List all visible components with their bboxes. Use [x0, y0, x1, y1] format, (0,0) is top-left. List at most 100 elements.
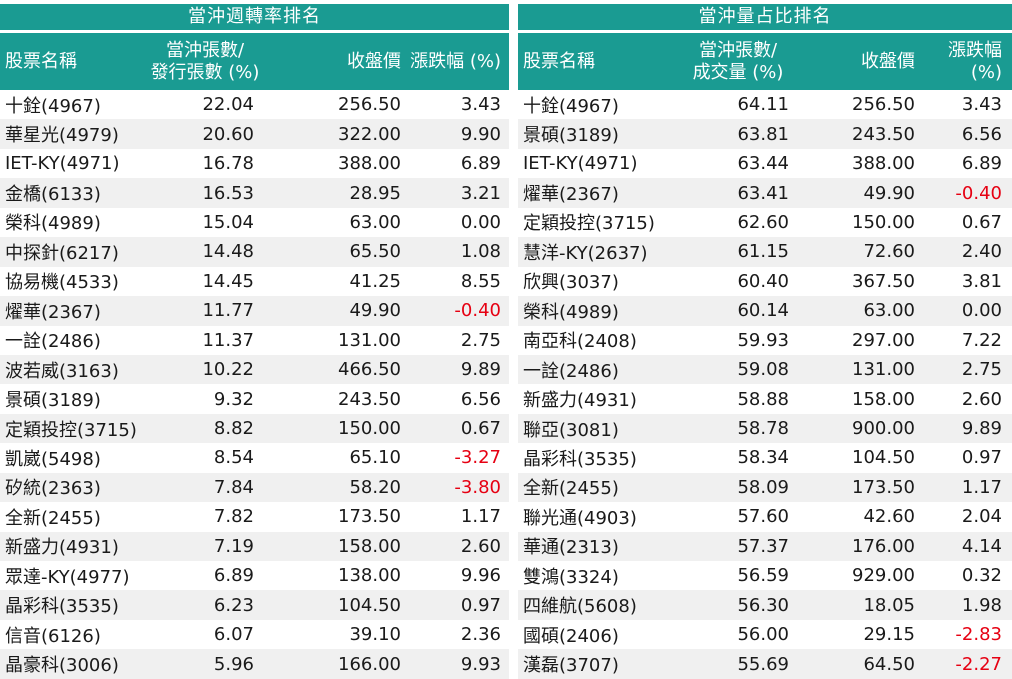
table-row: 華通(2313) 57.37 176.00 4.14 [518, 531, 1012, 561]
table-row: 新盛力(4931) 7.19 158.00 2.60 [0, 531, 509, 561]
table-row: 波若威(3163) 10.22 466.50 9.89 [0, 354, 509, 385]
cell-close-price: 104.50 [338, 594, 401, 616]
cell-stock-name: 欣興(3037) [523, 272, 619, 294]
cell-ratio: 7.19 [213, 535, 254, 557]
cell-stock-name: 晶豪科(3006) [5, 655, 119, 677]
cell-stock-name: 華星光(4979) [5, 125, 119, 147]
cell-ratio: 7.84 [213, 476, 254, 498]
cell-change-pct: 7.22 [961, 329, 1002, 351]
table-row: 晶彩科(3535) 6.23 104.50 0.97 [0, 590, 509, 620]
cell-change-pct: 9.96 [460, 565, 501, 587]
cell-ratio: 15.04 [202, 211, 254, 233]
cell-stock-name: 榮科(4989) [5, 213, 101, 235]
cell-close-price: 41.25 [349, 270, 401, 292]
cell-change-pct: 9.93 [460, 653, 501, 675]
table-row: 南亞科(2408) 59.93 297.00 7.22 [518, 326, 1012, 355]
header-ratio-line1: 當沖張數/ [165, 39, 245, 61]
table-row: 一詮(2486) 11.37 131.00 2.75 [0, 326, 509, 355]
cell-stock-name: 雙鴻(3324) [523, 566, 619, 588]
header-ratio-line2: 發行張數 (%) [150, 61, 260, 83]
cell-ratio: 8.54 [213, 447, 254, 469]
header-ratio-line2: 成交量 (%) [692, 61, 784, 83]
table-header-row: 股票名稱 當沖張數/ 發行張數 (%) 收盤價 漲跌幅 (%) [0, 33, 509, 90]
table-title: 當沖量占比排名 [518, 4, 1012, 30]
cell-stock-name: 景碩(3189) [5, 390, 101, 412]
cell-change-pct: 1.17 [460, 506, 501, 528]
header-ratio: 當沖張數/ 發行張數 (%) [150, 33, 260, 90]
cell-close-price: 28.95 [349, 182, 401, 204]
cell-close-price: 65.10 [349, 447, 401, 469]
cell-close-price: 466.50 [338, 359, 401, 381]
cell-change-pct: 2.40 [961, 241, 1002, 263]
cell-close-price: 173.50 [338, 506, 401, 528]
cell-ratio: 6.89 [213, 565, 254, 587]
cell-stock-name: 南亞科(2408) [523, 331, 637, 353]
cell-change-pct: -2.27 [955, 653, 1002, 675]
cell-stock-name: 慧洋-KY(2637) [523, 242, 648, 264]
cell-change-pct: 0.00 [961, 300, 1002, 322]
cell-stock-name: 燿華(2367) [5, 301, 101, 323]
cell-ratio: 7.82 [213, 506, 254, 528]
cell-stock-name: 華通(2313) [523, 537, 619, 559]
cell-close-price: 243.50 [852, 123, 915, 145]
cell-ratio: 63.44 [737, 153, 789, 175]
table-row: 慧洋-KY(2637) 61.15 72.60 2.40 [518, 237, 1012, 267]
cell-close-price: 900.00 [852, 418, 915, 440]
cell-ratio: 63.81 [737, 123, 789, 145]
cell-stock-name: 燿華(2367) [523, 184, 619, 206]
cell-change-pct: -0.40 [454, 300, 501, 322]
cell-ratio: 56.59 [737, 565, 789, 587]
cell-close-price: 65.50 [349, 241, 401, 263]
table-row: 一詮(2486) 59.08 131.00 2.75 [518, 354, 1012, 385]
header-change-pct: 漲跌幅 (%) [410, 50, 501, 72]
table-row: 矽統(2363) 7.84 58.20 -3.80 [0, 472, 509, 503]
cell-ratio: 16.53 [202, 182, 254, 204]
cell-close-price: 29.15 [863, 624, 915, 646]
cell-change-pct: -3.80 [454, 476, 501, 498]
cell-stock-name: 協易機(4533) [5, 272, 119, 294]
cell-stock-name: 眾達-KY(4977) [5, 566, 130, 588]
cell-ratio: 57.37 [737, 535, 789, 557]
table-row: 定穎投控(3715) 62.60 150.00 0.67 [518, 208, 1012, 237]
cell-change-pct: 3.43 [961, 94, 1002, 116]
table-row: 燿華(2367) 11.77 49.90 -0.40 [0, 296, 509, 326]
cell-stock-name: 定穎投控(3715) [523, 213, 655, 235]
cell-ratio: 56.00 [737, 624, 789, 646]
cell-change-pct: -2.83 [955, 624, 1002, 646]
cell-stock-name: 晶彩科(3535) [5, 596, 119, 618]
table-row: 中探針(6217) 14.48 65.50 1.08 [0, 237, 509, 267]
cell-ratio: 14.48 [202, 241, 254, 263]
table-row: 全新(2455) 58.09 173.50 1.17 [518, 472, 1012, 503]
cell-stock-name: 波若威(3163) [5, 360, 119, 382]
cell-change-pct: 1.08 [460, 241, 501, 263]
header-ratio: 當沖張數/ 成交量 (%) [683, 33, 793, 90]
cell-change-pct: 0.67 [961, 211, 1002, 233]
cell-close-price: 176.00 [852, 535, 915, 557]
cell-change-pct: 8.55 [460, 270, 501, 292]
day-trade-volume-share-table: 當沖量占比排名 股票名稱 當沖張數/ 成交量 (%) 收盤價 漲跌幅 (%) 十… [518, 4, 1012, 679]
cell-stock-name: 十銓(4967) [523, 95, 619, 117]
header-stock-name: 股票名稱 [523, 50, 595, 72]
cell-close-price: 388.00 [852, 153, 915, 175]
cell-close-price: 243.50 [338, 388, 401, 410]
cell-change-pct: 2.60 [460, 535, 501, 557]
table-row: 榮科(4989) 15.04 63.00 0.00 [0, 208, 509, 237]
cell-close-price: 367.50 [852, 270, 915, 292]
table-row: 金橋(6133) 16.53 28.95 3.21 [0, 178, 509, 208]
cell-ratio: 55.69 [737, 653, 789, 675]
table-row: 華星光(4979) 20.60 322.00 9.90 [0, 119, 509, 149]
cell-change-pct: -3.27 [454, 447, 501, 469]
cell-close-price: 256.50 [852, 94, 915, 116]
cell-ratio: 10.22 [202, 359, 254, 381]
cell-ratio: 5.96 [213, 653, 254, 675]
cell-change-pct: 0.97 [460, 594, 501, 616]
cell-close-price: 297.00 [852, 329, 915, 351]
cell-ratio: 62.60 [737, 211, 789, 233]
cell-change-pct: 2.04 [961, 506, 1002, 528]
cell-ratio: 58.78 [737, 418, 789, 440]
table-row: 凱崴(5498) 8.54 65.10 -3.27 [0, 443, 509, 472]
cell-stock-name: 矽統(2363) [5, 478, 101, 500]
cell-change-pct: 1.17 [961, 476, 1002, 498]
cell-close-price: 63.00 [349, 211, 401, 233]
table-row: 新盛力(4931) 58.88 158.00 2.60 [518, 384, 1012, 413]
